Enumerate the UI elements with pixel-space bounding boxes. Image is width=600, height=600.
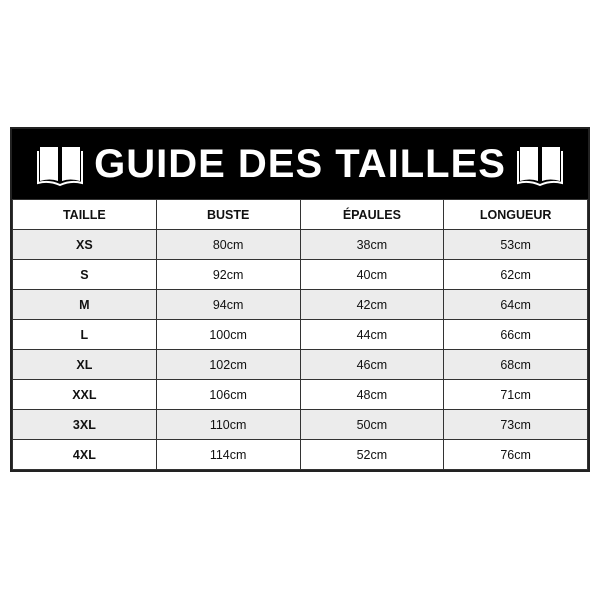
table-row: 3XL 110cm 50cm 73cm [12,409,588,440]
measure-cell: 94cm [155,289,301,320]
size-cell: L [12,319,157,350]
measure-cell: 110cm [155,409,301,440]
table-row: S 92cm 40cm 62cm [12,259,588,290]
measure-cell: 52cm [299,439,445,470]
column-header: ÉPAULES [299,199,445,230]
size-cell: XS [12,229,157,260]
size-cell: 4XL [12,439,157,470]
measure-cell: 92cm [155,259,301,290]
measure-cell: 68cm [443,349,588,380]
column-header: TAILLE [12,199,157,230]
measure-cell: 71cm [443,379,588,410]
measure-cell: 76cm [443,439,588,470]
table-row: XXL 106cm 48cm 71cm [12,379,588,410]
table-row: 4XL 114cm 52cm 76cm [12,439,588,470]
size-table: TAILLE BUSTE ÉPAULES LONGUEUR XS 80cm 38cm 53c… [12,199,588,470]
measure-cell: 62cm [443,259,588,290]
measure-cell: 38cm [299,229,445,260]
measure-cell: 106cm [155,379,301,410]
measure-cell: 42cm [299,289,445,320]
column-header: BUSTE [155,199,301,230]
table-row: XL 102cm 46cm 68cm [12,349,588,380]
measure-cell: 66cm [443,319,588,350]
measure-cell: 53cm [443,229,588,260]
table-row: XS 80cm 38cm 53cm [12,229,588,260]
size-cell: S [12,259,157,290]
measure-cell: 40cm [299,259,445,290]
measure-cell: 100cm [155,319,301,350]
title-banner: GUIDE DES TAILLES [12,129,588,199]
table-row: L 100cm 44cm 66cm [12,319,588,350]
column-header: LONGUEUR [443,199,588,230]
measure-cell: 73cm [443,409,588,440]
measure-cell: 44cm [299,319,445,350]
size-cell: XL [12,349,157,380]
measure-cell: 48cm [299,379,445,410]
size-cell: 3XL [12,409,157,440]
measure-cell: 114cm [155,439,301,470]
measure-cell: 46cm [299,349,445,380]
measure-cell: 80cm [155,229,301,260]
open-book-icon [37,147,83,187]
open-book-icon [517,147,563,187]
page-title: GUIDE DES TAILLES [94,141,506,186]
table-row: M 94cm 42cm 64cm [12,289,588,320]
measure-cell: 102cm [155,349,301,380]
size-guide: GUIDE DES TAILLES TAILLE BUSTE ÉPAULES LONG… [10,127,590,472]
size-cell: XXL [12,379,157,410]
size-cell: M [12,289,157,320]
measure-cell: 50cm [299,409,445,440]
measure-cell: 64cm [443,289,588,320]
